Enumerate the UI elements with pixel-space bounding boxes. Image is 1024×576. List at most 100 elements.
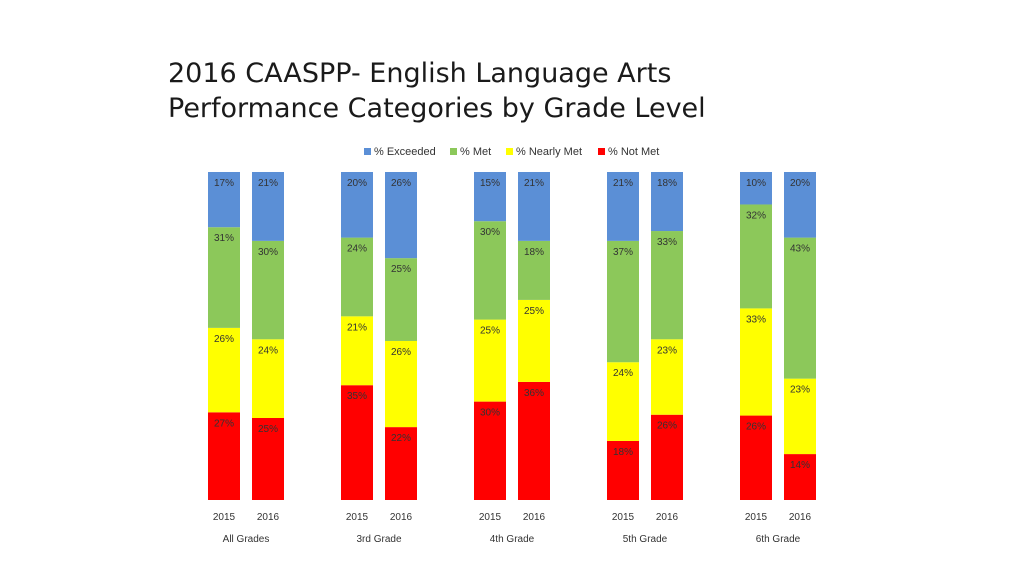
- bar-segment-3rd-grade-2015-not-met: [341, 385, 373, 500]
- legend-swatch-not-met: [598, 148, 605, 155]
- x-tick-year-all-grades-2015: 2015: [213, 512, 236, 523]
- x-tick-year-6th-grade-2015: 2015: [745, 512, 768, 523]
- data-label-all-grades-2015-not-met: 27%: [214, 418, 234, 429]
- bar-segment-3rd-grade-2016-met: [385, 258, 417, 341]
- data-label-3rd-grade-2015-met: 24%: [347, 244, 367, 255]
- data-label-4th-grade-2016-met: 18%: [524, 247, 544, 258]
- bar-segment-all-grades-2015-not-met: [208, 412, 240, 500]
- bar-segment-all-grades-2015-met: [208, 227, 240, 328]
- legend-swatch-met: [450, 148, 457, 155]
- data-label-6th-grade-2016-not-met: 14%: [790, 460, 810, 471]
- x-group-label-4th-grade: 4th Grade: [490, 534, 535, 545]
- bar-segment-all-grades-2016-met: [252, 240, 284, 340]
- bar-segment-4th-grade-2015-not-met: [474, 401, 506, 500]
- x-group-label-all-grades: All Grades: [223, 534, 270, 545]
- data-label-all-grades-2016-nearly-met: 24%: [258, 345, 278, 356]
- bar-segment-all-grades-2016-not-met: [252, 418, 284, 500]
- data-label-3rd-grade-2015-not-met: 35%: [347, 391, 367, 402]
- data-label-3rd-grade-2015-nearly-met: 21%: [347, 322, 367, 333]
- bar-segment-3rd-grade-2015-met: [341, 237, 373, 317]
- x-group-label-3rd-grade: 3rd Grade: [356, 534, 401, 545]
- data-label-all-grades-2016-not-met: 25%: [258, 424, 278, 435]
- data-label-all-grades-2015-met: 31%: [214, 233, 234, 244]
- bar-segment-3rd-grade-2016-nearly-met: [385, 340, 417, 428]
- bar-segment-3rd-grade-2016-not-met: [385, 427, 417, 500]
- legend: % Exceeded % Met % Nearly Met % Not Met: [364, 146, 659, 158]
- data-label-6th-grade-2016-met: 43%: [790, 244, 810, 255]
- x-tick-year-4th-grade-2016: 2016: [523, 512, 546, 523]
- x-tick-year-5th-grade-2015: 2015: [612, 512, 635, 523]
- data-label-5th-grade-2016-not-met: 26%: [657, 421, 677, 432]
- data-label-5th-grade-2015-exceeded: 21%: [613, 178, 633, 189]
- bar-segment-6th-grade-2015-exceeded: [740, 172, 772, 205]
- bar-segment-all-grades-2016-nearly-met: [252, 339, 284, 418]
- x-axis: 2015 2016 All Grades 2015 2016 3rd Grade 2015 2…: [213, 512, 812, 545]
- x-tick-year-6th-grade-2016: 2016: [789, 512, 812, 523]
- data-label-all-grades-2016-exceeded: 21%: [258, 178, 278, 189]
- data-label-6th-grade-2015-exceeded: 10%: [746, 178, 766, 189]
- data-label-all-grades-2016-met: 30%: [258, 247, 278, 258]
- data-label-4th-grade-2015-nearly-met: 25%: [480, 326, 500, 337]
- bar-segment-5th-grade-2015-exceeded: [607, 172, 639, 241]
- bar-segment-5th-grade-2016-met: [651, 231, 683, 340]
- data-label-6th-grade-2016-nearly-met: 23%: [790, 385, 810, 396]
- data-label-5th-grade-2015-nearly-met: 24%: [613, 368, 633, 379]
- bar-segment-5th-grade-2016-nearly-met: [651, 339, 683, 415]
- bar-segment-3rd-grade-2015-nearly-met: [341, 316, 373, 386]
- bar-segment-3rd-grade-2015-exceeded: [341, 172, 373, 238]
- data-label-3rd-grade-2016-not-met: 22%: [391, 433, 411, 444]
- data-label-6th-grade-2015-nearly-met: 33%: [746, 314, 766, 325]
- bars: [208, 172, 816, 500]
- bar-segment-all-grades-2016-exceeded: [252, 172, 284, 241]
- legend-swatch-nearly-met: [506, 148, 513, 155]
- data-label-4th-grade-2016-exceeded: 21%: [524, 178, 544, 189]
- legend-label-nearly-met: % Nearly Met: [516, 146, 582, 158]
- bar-segment-4th-grade-2015-exceeded: [474, 172, 506, 222]
- bar-segment-3rd-grade-2016-exceeded: [385, 172, 417, 259]
- bar-segment-4th-grade-2016-exceeded: [518, 172, 550, 241]
- data-labels: 27% 26% 31% 17% 25% 24% 30% 21% 35% 21% 24% 20% 22% 2…: [214, 178, 810, 471]
- bar-segment-6th-grade-2015-nearly-met: [740, 308, 772, 416]
- bar-segment-all-grades-2015-nearly-met: [208, 327, 240, 413]
- data-label-4th-grade-2015-not-met: 30%: [480, 408, 500, 419]
- bar-segment-6th-grade-2015-met: [740, 204, 772, 309]
- legend-label-not-met: % Not Met: [608, 146, 659, 158]
- data-label-4th-grade-2016-nearly-met: 25%: [524, 306, 544, 317]
- data-label-3rd-grade-2016-nearly-met: 26%: [391, 347, 411, 358]
- bar-segment-4th-grade-2015-nearly-met: [474, 319, 506, 402]
- data-label-4th-grade-2016-not-met: 36%: [524, 388, 544, 399]
- legend-label-met: % Met: [460, 146, 491, 158]
- bar-segment-6th-grade-2015-not-met: [740, 415, 772, 500]
- x-group-label-6th-grade: 6th Grade: [756, 534, 801, 545]
- data-label-6th-grade-2015-met: 32%: [746, 210, 766, 221]
- bar-segment-6th-grade-2016-not-met: [784, 454, 816, 500]
- chart-title-line-1: 2016 CAASPP- English Language Arts: [168, 58, 672, 89]
- bar-segment-5th-grade-2016-exceeded: [651, 172, 683, 232]
- chart-title-line-2: Performance Categories by Grade Level: [168, 93, 706, 124]
- data-label-3rd-grade-2015-exceeded: 20%: [347, 178, 367, 189]
- x-tick-year-3rd-grade-2015: 2015: [346, 512, 369, 523]
- bar-segment-6th-grade-2016-exceeded: [784, 172, 816, 238]
- bar-segment-all-grades-2015-exceeded: [208, 172, 240, 228]
- bar-segment-5th-grade-2016-not-met: [651, 414, 683, 500]
- data-label-4th-grade-2015-exceeded: 15%: [480, 178, 500, 189]
- bar-segment-5th-grade-2015-met: [607, 240, 639, 363]
- legend-swatch-exceeded: [364, 148, 371, 155]
- x-group-label-5th-grade: 5th Grade: [623, 534, 668, 545]
- x-tick-year-5th-grade-2016: 2016: [656, 512, 679, 523]
- chart-title: 2016 CAASPP- English Language Arts Perfo…: [168, 56, 868, 126]
- data-label-5th-grade-2015-met: 37%: [613, 247, 633, 258]
- data-label-5th-grade-2016-exceeded: 18%: [657, 178, 677, 189]
- x-tick-year-4th-grade-2015: 2015: [479, 512, 502, 523]
- data-label-6th-grade-2016-exceeded: 20%: [790, 178, 810, 189]
- data-label-4th-grade-2015-met: 30%: [480, 227, 500, 238]
- bar-segment-4th-grade-2016-met: [518, 240, 550, 300]
- bar-segment-5th-grade-2015-not-met: [607, 440, 639, 500]
- legend-label-exceeded: % Exceeded: [374, 146, 436, 158]
- bar-segment-5th-grade-2015-nearly-met: [607, 362, 639, 441]
- data-label-5th-grade-2016-nearly-met: 23%: [657, 345, 677, 356]
- data-label-3rd-grade-2016-met: 25%: [391, 264, 411, 275]
- bar-segment-6th-grade-2016-nearly-met: [784, 378, 816, 455]
- data-label-3rd-grade-2016-exceeded: 26%: [391, 178, 411, 189]
